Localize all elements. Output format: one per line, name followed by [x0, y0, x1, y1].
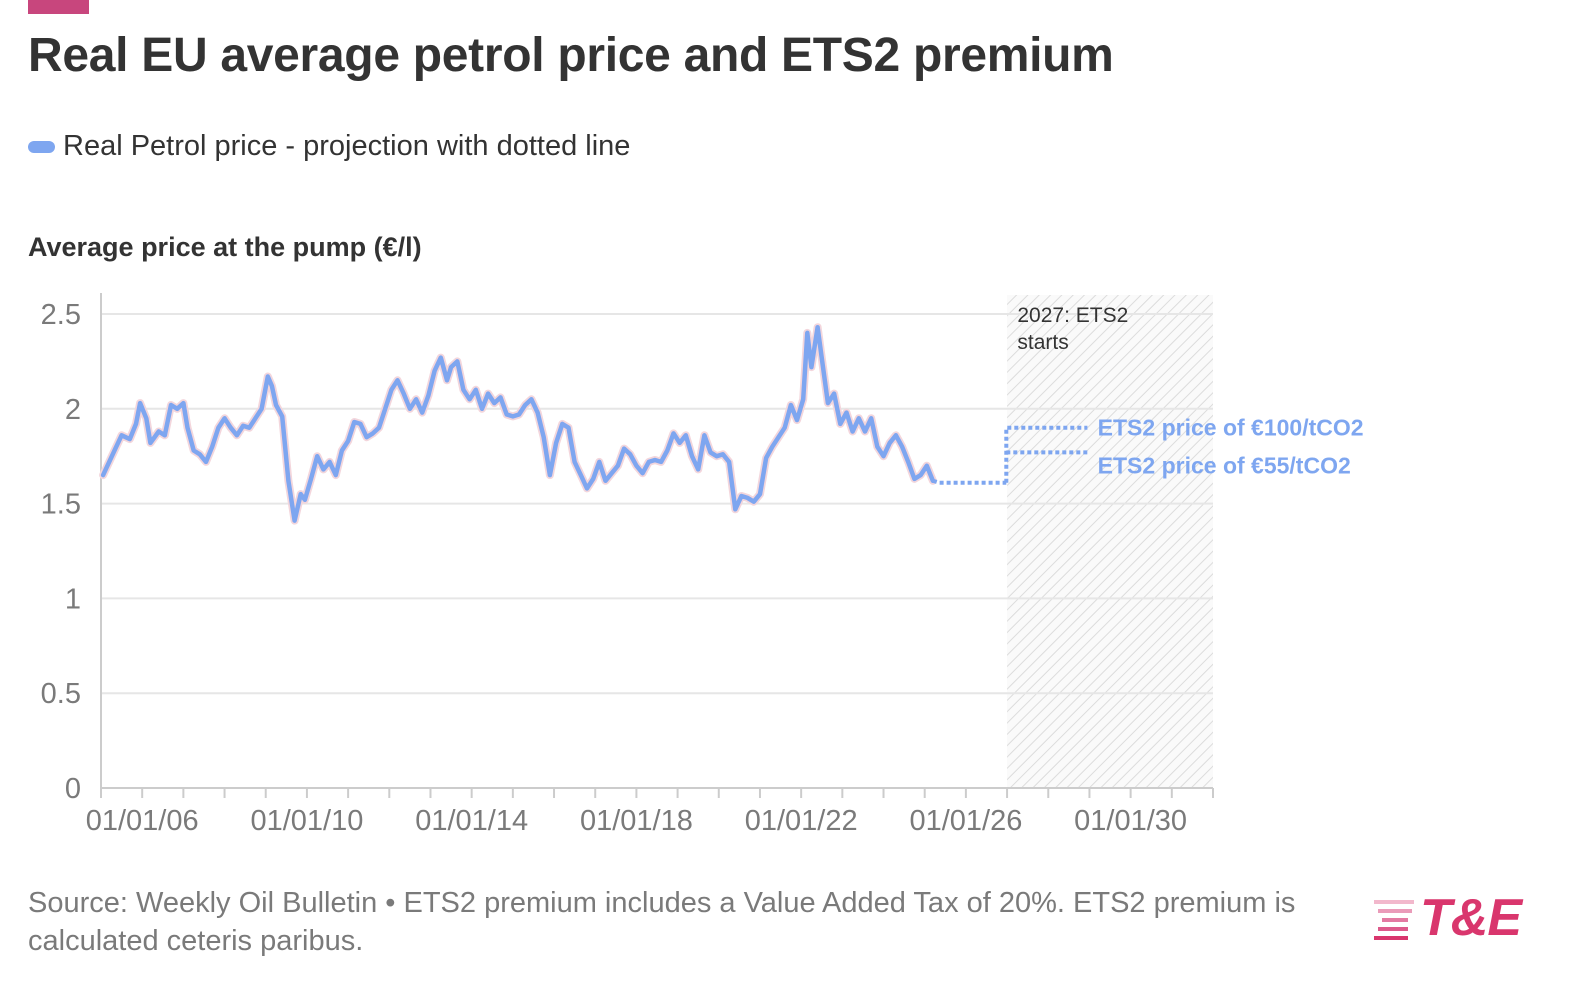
x-tick-label: 01/01/22 [745, 805, 858, 837]
y-axis-title: Average price at the pump (€/l) [28, 232, 422, 262]
chart-title: Real EU average petrol price and ETS2 pr… [28, 29, 1114, 82]
series-line-real-petrol-price [100, 324, 936, 523]
annotation-ets2-starts: starts [1017, 331, 1068, 354]
annotation-ets2-price: ETS2 price of €100/tCO2 [1098, 415, 1364, 441]
x-tick-label: 01/01/30 [1074, 805, 1187, 837]
y-tick-label: 1.5 [41, 489, 81, 521]
y-tick-label: 2.5 [41, 299, 81, 331]
legend-label: Real Petrol price - projection with dott… [63, 130, 631, 162]
x-tick-label: 01/01/14 [415, 805, 528, 837]
y-tick-label: 0.5 [41, 678, 81, 710]
y-tick-label: 2 [65, 394, 81, 426]
x-tick-label: 01/01/18 [580, 805, 693, 837]
logo-text: T&E [1420, 889, 1522, 947]
legend-swatch [28, 140, 55, 153]
ets2-hatched-region [1007, 295, 1213, 788]
y-tick-label: 0 [65, 773, 81, 805]
annotation-ets2-price: ETS2 price of €55/tCO2 [1098, 453, 1351, 479]
logo-stripes-icon [1374, 900, 1414, 940]
x-tick-label: 01/01/06 [86, 805, 199, 837]
top-accent-bar [28, 0, 89, 14]
annotation-ets2-starts: 2027: ETS2 [1017, 304, 1128, 327]
series-line-projection [932, 478, 1007, 485]
x-tick-label: 01/01/10 [250, 805, 363, 837]
legend: Real Petrol price - projection with dott… [28, 130, 630, 163]
te-logo: T&E [1368, 889, 1548, 950]
y-tick-label: 1 [65, 583, 81, 615]
chart-area: 0 0.5 1 1.5 2 2.5 01/01/06 01/01/10 01/01/14 01/0… [41, 293, 1364, 837]
x-tick-label: 01/01/26 [909, 805, 1022, 837]
source-note: Source: Weekly Oil Bulletin • ETS2 premi… [28, 887, 1296, 957]
